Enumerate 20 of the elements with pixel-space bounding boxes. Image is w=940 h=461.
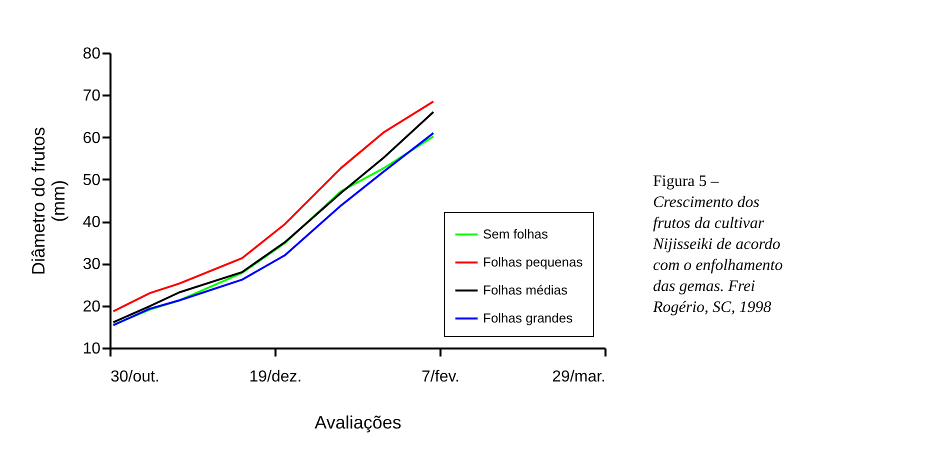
x-axis-title: Avaliações — [314, 412, 402, 432]
x-tick-label: 7/fev. — [422, 368, 460, 386]
y-tick-label: 30 — [82, 256, 101, 274]
x-tick-label: 19/dez. — [249, 368, 302, 386]
y-tick-label: 70 — [82, 88, 101, 105]
y-tick-label: 20 — [82, 298, 101, 316]
y-axis-title: Diâmetro do frutos (mm) — [28, 126, 69, 276]
text: Figura 5 – — [653, 173, 720, 190]
y-tick-label: 60 — [82, 130, 101, 147]
legend-label: Folhas pequenas — [483, 254, 584, 270]
x-tick-label: 30/out. — [110, 368, 160, 386]
y-tick-label: 80 — [82, 46, 101, 62]
legend-label: Folhas grandes — [483, 310, 574, 326]
text: Crescimento dos frutos da cultivar Nijisseiki de acordo com o enfolhamento das gemas. Frei Rogério, SC, 1998 — [652, 194, 783, 316]
legend-label: Folhas médias — [483, 282, 568, 298]
y-tick-label: 50 — [82, 172, 101, 189]
x-tick-label: 29/mar. — [552, 368, 606, 386]
legend-label: Sem folhas — [483, 226, 549, 242]
y-tick-label: 40 — [82, 214, 101, 232]
y-tick-label: 10 — [82, 340, 101, 358]
